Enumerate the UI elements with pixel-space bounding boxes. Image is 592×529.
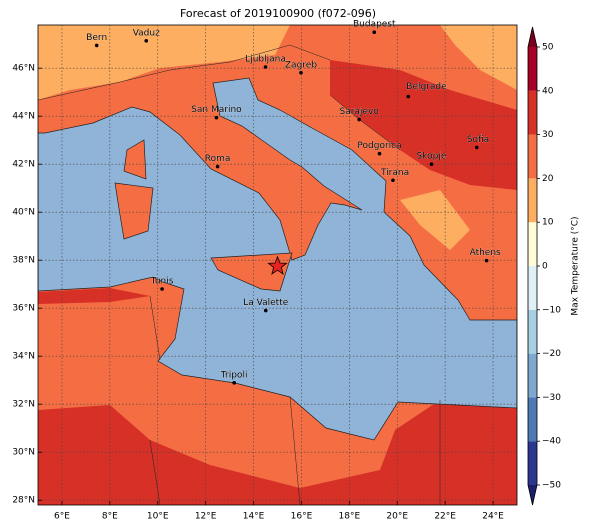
city-dot bbox=[232, 381, 236, 385]
city-label: Tirana bbox=[380, 168, 409, 178]
x-tick-label: 16°E bbox=[291, 512, 313, 522]
sardinia bbox=[114, 182, 154, 240]
city-label: Podgorica bbox=[357, 141, 401, 151]
city-dot bbox=[94, 43, 99, 48]
city-dot bbox=[474, 145, 479, 150]
x-tick-label: 24°E bbox=[482, 512, 504, 522]
city-dot bbox=[214, 115, 219, 120]
y-tick-label: 30°N bbox=[12, 448, 35, 458]
colorbar-bin bbox=[528, 441, 537, 485]
city-dot bbox=[429, 162, 434, 166]
sicily bbox=[210, 252, 293, 292]
colorbar-bin bbox=[528, 309, 537, 354]
city-label: La Valette bbox=[243, 298, 288, 308]
alps-region bbox=[38, 25, 290, 100]
colorbar-bin bbox=[528, 134, 537, 179]
city-dot bbox=[215, 164, 220, 169]
x-tick-label: 22°E bbox=[434, 512, 456, 522]
colorbar-tick-label: −20 bbox=[542, 349, 561, 359]
colorbar-tick-label: −40 bbox=[542, 437, 561, 447]
city-label: Budapest bbox=[353, 20, 396, 30]
colorbar-tick-label: 30 bbox=[542, 130, 554, 140]
y-tick-label: 34°N bbox=[12, 352, 35, 362]
x-tick-label: 18°E bbox=[339, 512, 361, 522]
colorbar-tick-label: 10 bbox=[542, 218, 554, 228]
city-dot bbox=[357, 117, 361, 122]
location-star bbox=[267, 255, 288, 275]
city-label: Skopje bbox=[417, 152, 447, 162]
corsica bbox=[123, 139, 147, 180]
city-dot bbox=[299, 70, 303, 75]
city-label: Sarajevo bbox=[340, 107, 380, 117]
colorbar-bin bbox=[528, 266, 537, 310]
y-tick-label: 42°N bbox=[12, 160, 35, 170]
colorbar-bin bbox=[528, 353, 537, 398]
y-tick-label: 44°N bbox=[12, 112, 35, 122]
x-tick-label: 6°E bbox=[54, 512, 70, 522]
city-label: Tripoli bbox=[220, 370, 248, 380]
x-tick-label: 8°E bbox=[102, 512, 118, 522]
x-tick-label: 20°E bbox=[386, 512, 408, 522]
city-dot bbox=[144, 39, 149, 43]
city-label: Bern bbox=[86, 33, 107, 43]
y-tick-label: 46°N bbox=[12, 64, 35, 74]
colorbar-tick-label: 40 bbox=[542, 86, 554, 96]
cool-region bbox=[400, 25, 517, 250]
sahara-hot bbox=[38, 288, 517, 505]
city-label: Belgrade bbox=[406, 82, 447, 92]
city-dot bbox=[263, 65, 268, 69]
city-dot bbox=[484, 258, 489, 263]
title: Forecast of 2019100900 (f072-096) bbox=[180, 7, 376, 20]
colorbar-tick-label: 20 bbox=[542, 174, 554, 184]
city-dot bbox=[406, 94, 411, 99]
y-tick-label: 32°N bbox=[12, 400, 35, 410]
city-label: Athens bbox=[470, 248, 501, 258]
city-dot bbox=[160, 287, 164, 291]
x-tick-label: 12°E bbox=[195, 512, 217, 522]
colorbar-tick-label: −50 bbox=[542, 481, 561, 491]
y-tick-label: 36°N bbox=[12, 304, 35, 314]
colorbar-tick-label: 0 bbox=[542, 262, 548, 272]
colorbar-under bbox=[528, 485, 537, 505]
city-dot bbox=[377, 151, 382, 156]
colorbar-tick-label: −10 bbox=[542, 305, 561, 315]
map-frame bbox=[37, 24, 518, 506]
colorbar-bin bbox=[528, 90, 537, 135]
city-dot bbox=[391, 178, 395, 183]
y-tick-label: 28°N bbox=[12, 496, 35, 506]
x-tick-label: 10°E bbox=[147, 512, 169, 522]
city-dot bbox=[372, 30, 377, 34]
colorbar-over bbox=[528, 27, 537, 47]
city-label: Tunis bbox=[150, 277, 174, 287]
city-dot bbox=[263, 308, 268, 313]
balkan-hot bbox=[330, 60, 517, 190]
city-label: Sofia bbox=[467, 135, 489, 145]
colorbar-bin bbox=[528, 222, 537, 266]
colorbar-bin bbox=[528, 47, 537, 91]
city-label: San Marino bbox=[191, 105, 242, 115]
city-label: Vaduz bbox=[133, 28, 160, 38]
colorbar-bin bbox=[528, 178, 537, 223]
colorbar-tick-label: 50 bbox=[542, 43, 554, 53]
city-label: Ljubljana bbox=[245, 55, 286, 65]
x-tick-label: 14°E bbox=[243, 512, 265, 522]
colorbar-tick-label: −30 bbox=[542, 393, 561, 403]
city-label: Zagreb bbox=[285, 60, 317, 70]
colorbar-bin bbox=[528, 397, 537, 442]
colorbar-label: Max Temperature (°C) bbox=[571, 216, 581, 315]
city-label: Roma bbox=[205, 154, 231, 164]
y-tick-label: 40°N bbox=[12, 208, 35, 218]
y-tick-label: 38°N bbox=[12, 256, 35, 266]
